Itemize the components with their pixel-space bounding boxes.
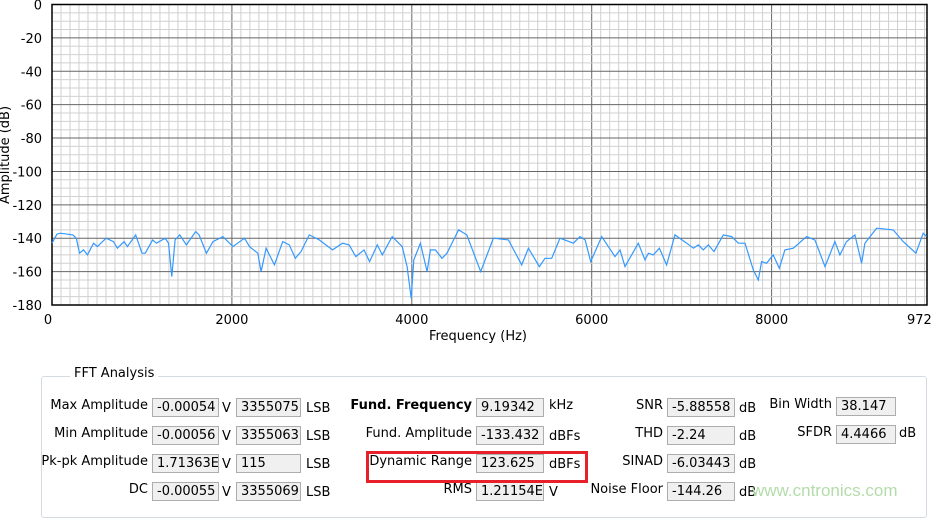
y-tick-label: -100: [12, 165, 42, 180]
chart-grid: [51, 3, 928, 306]
y-tick-label: -140: [12, 232, 42, 247]
unit-label: V: [222, 485, 231, 500]
value-field[interactable]: -5.88558: [667, 398, 735, 417]
volts-field[interactable]: -0.00056: [152, 426, 219, 445]
unit-label: dB: [739, 457, 757, 472]
unit-label: LSB: [306, 485, 331, 500]
unit-label: dBFs: [549, 457, 581, 472]
unit-label: dB: [739, 485, 757, 500]
y-tick-label: -120: [12, 199, 42, 214]
field-label: Pk-pk Amplitude: [41, 454, 148, 469]
field-label: RMS: [443, 482, 472, 497]
value-field[interactable]: 123.625: [476, 454, 544, 473]
unit-label: V: [222, 457, 231, 472]
value-field[interactable]: -133.432: [476, 426, 544, 445]
field-label: Fund. Amplitude: [365, 426, 472, 441]
x-tick-label: 4000: [395, 313, 428, 328]
x-tick-label: 9727.47: [907, 313, 933, 328]
watermark: www.cntronics.com: [752, 481, 898, 500]
value-field[interactable]: -144.26: [667, 482, 735, 501]
lsb-field[interactable]: 115: [236, 454, 301, 473]
unit-label: kHz: [549, 398, 574, 413]
field-label: Bin Width: [769, 397, 832, 412]
x-tick-label: 6000: [575, 313, 608, 328]
y-tick-label: -40: [21, 65, 42, 80]
unit-label: LSB: [306, 401, 331, 416]
lsb-field[interactable]: 3355069: [236, 482, 301, 501]
field-label: THD: [635, 426, 663, 441]
spectrum-line: [51, 227, 927, 299]
unit-label: dB: [899, 426, 917, 441]
y-tick-label: -160: [12, 266, 42, 281]
unit-label: V: [222, 429, 231, 444]
y-axis-label: Amplitude (dB): [0, 106, 13, 204]
fft-spectrum: [51, 227, 927, 299]
field-label: DC: [128, 482, 148, 497]
volts-field[interactable]: -0.00055: [152, 482, 219, 501]
x-tick-label: 2000: [215, 313, 248, 328]
value-field[interactable]: -2.24: [667, 426, 735, 445]
x-tick-label: 8000: [755, 313, 788, 328]
field-label: SINAD: [622, 454, 663, 469]
unit-label: dB: [739, 401, 757, 416]
value-field[interactable]: -6.03443: [667, 454, 735, 473]
volts-field[interactable]: -0.00054: [152, 398, 219, 417]
y-tick-label: -80: [21, 132, 42, 147]
unit-label: dBFs: [549, 429, 581, 444]
field-label: Noise Floor: [590, 482, 663, 497]
lsb-field[interactable]: 3355075: [236, 398, 301, 417]
field-label: SFDR: [797, 425, 832, 440]
y-tick-label: -180: [12, 299, 42, 314]
volts-field[interactable]: 1.71363E: [152, 454, 219, 473]
field-label: Max Amplitude: [50, 398, 148, 413]
field-label: Min Amplitude: [54, 426, 148, 441]
lsb-field[interactable]: 3355063: [236, 426, 301, 445]
value-field[interactable]: 1.21154E: [476, 482, 544, 501]
axis-ticks: 0 2000 4000 6000 8000 9727.47 0 -20 -40 -60 -80 -10…: [12, 0, 933, 328]
field-label: SNR: [635, 398, 663, 413]
field-label: Fund. Frequency: [350, 398, 472, 413]
dynamic-range-highlight: [366, 451, 588, 483]
y-tick-label: 0: [34, 0, 42, 14]
y-tick-label: -60: [21, 99, 42, 114]
unit-label: LSB: [306, 457, 331, 472]
x-tick-label: 0: [44, 313, 52, 328]
fft-chart: 0 2000 4000 6000 8000 9727.47 0 -20 -40 -60 -80 -10…: [0, 0, 933, 344]
unit-label: dB: [739, 429, 757, 444]
value-field[interactable]: 4.4466: [836, 425, 896, 444]
field-label: Dynamic Range: [369, 454, 472, 469]
group-title: FFT Analysis: [70, 366, 159, 381]
unit-label: V: [549, 485, 558, 500]
value-field[interactable]: 38.147: [836, 397, 896, 416]
x-axis-label: Frequency (Hz): [429, 329, 527, 344]
unit-label: V: [222, 401, 231, 416]
plot-border: [51, 3, 928, 306]
value-field[interactable]: 9.19342: [476, 398, 544, 417]
unit-label: LSB: [306, 429, 331, 444]
y-tick-label: -20: [21, 32, 42, 47]
